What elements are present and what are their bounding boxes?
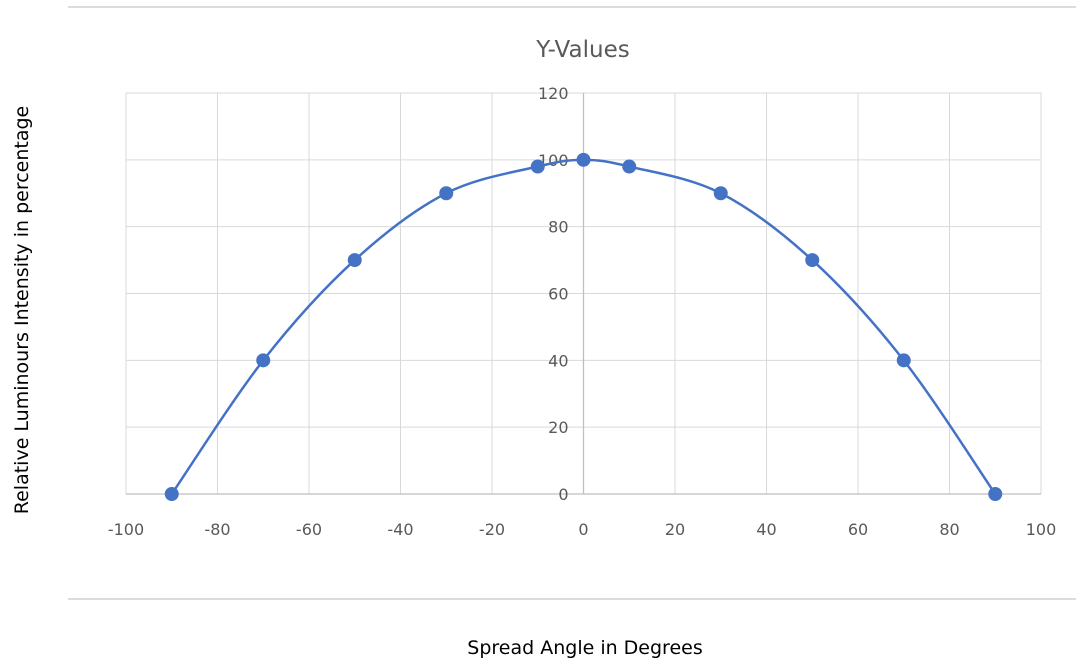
tick-labels: -100 -80 -60 -40 -20 0 20 40 60 80 100020406080100…	[108, 84, 1056, 539]
data-point	[896, 353, 911, 368]
chart-title: Y-Values	[535, 37, 629, 63]
x-tick-label: -40	[387, 520, 413, 539]
data-point	[805, 253, 820, 268]
data-points	[164, 152, 1003, 501]
x-tick-label: -20	[479, 520, 505, 539]
y-tick-label: 60	[548, 285, 568, 304]
data-point	[576, 152, 591, 167]
x-tick-label: 80	[939, 520, 959, 539]
y-tick-label: 20	[548, 418, 568, 437]
data-point	[439, 186, 454, 201]
data-point	[164, 487, 179, 501]
data-point	[713, 186, 728, 201]
x-tick-label: 60	[848, 520, 868, 539]
x-tick-label: 100	[1026, 520, 1057, 539]
x-tick-label: -100	[108, 520, 144, 539]
data-point	[347, 253, 362, 268]
x-tick-label: -80	[204, 520, 230, 539]
data-point	[988, 487, 1003, 501]
y-tick-label: 0	[558, 485, 568, 504]
y-axis-label: Relative Luminours Intensity in percenta…	[11, 105, 33, 515]
y-tick-label: 80	[548, 218, 568, 237]
y-tick-label: 120	[538, 84, 569, 103]
data-point	[622, 159, 637, 174]
x-tick-label: 0	[578, 520, 588, 539]
x-tick-label: 20	[665, 520, 685, 539]
x-tick-label: 40	[756, 520, 776, 539]
top-divider	[68, 6, 1076, 8]
data-point	[530, 159, 545, 174]
x-axis-label: Spread Angle in Degrees	[467, 637, 703, 659]
x-tick-label: -60	[296, 520, 322, 539]
y-tick-label: 40	[548, 351, 568, 370]
bottom-divider	[68, 598, 1076, 600]
data-point	[256, 353, 271, 368]
